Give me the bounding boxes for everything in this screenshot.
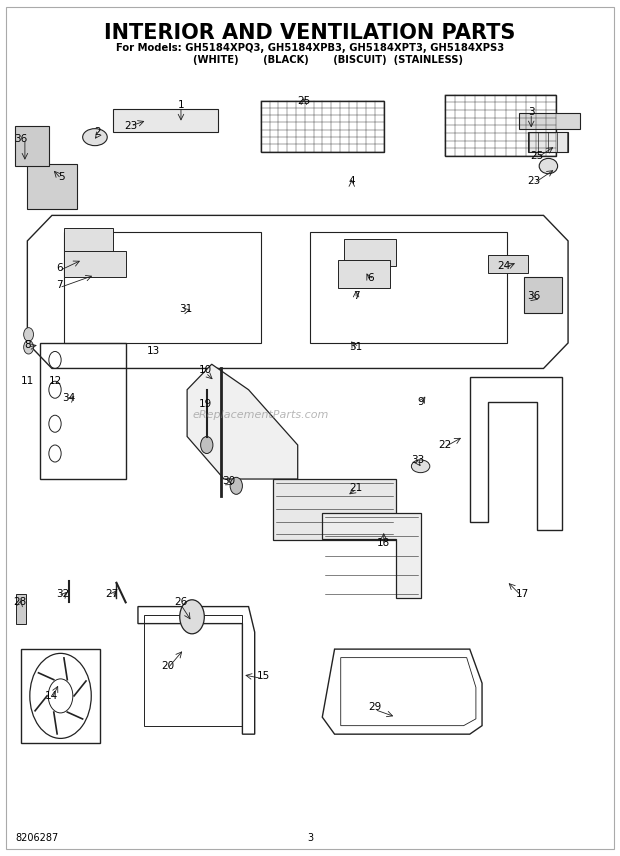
Text: 2: 2	[95, 127, 101, 137]
Text: 8206287: 8206287	[15, 833, 58, 843]
Text: eReplacementParts.com: eReplacementParts.com	[193, 410, 329, 420]
Polygon shape	[519, 113, 580, 128]
Polygon shape	[524, 276, 562, 313]
Text: 22: 22	[438, 440, 452, 450]
Text: 12: 12	[48, 377, 61, 386]
Text: 36: 36	[528, 291, 541, 301]
Text: 33: 33	[411, 455, 424, 466]
Polygon shape	[528, 132, 568, 152]
Polygon shape	[27, 164, 76, 209]
Polygon shape	[15, 126, 49, 166]
Ellipse shape	[82, 128, 107, 146]
Polygon shape	[344, 239, 396, 266]
Polygon shape	[64, 251, 126, 276]
Text: 14: 14	[45, 691, 58, 701]
Text: 32: 32	[56, 589, 69, 599]
Polygon shape	[16, 594, 26, 624]
Text: 3: 3	[307, 833, 313, 843]
Polygon shape	[322, 513, 420, 598]
Circle shape	[201, 437, 213, 454]
Text: 25: 25	[297, 96, 311, 105]
Text: 27: 27	[105, 589, 119, 599]
Text: 31: 31	[179, 304, 192, 314]
Text: 5: 5	[58, 172, 64, 182]
Polygon shape	[273, 479, 396, 540]
Text: 13: 13	[147, 347, 160, 356]
Text: (WHITE)       (BLACK)       (BISCUIT)  (STAINLESS): (WHITE) (BLACK) (BISCUIT) (STAINLESS)	[157, 55, 463, 65]
Text: 9: 9	[417, 397, 424, 407]
Text: 26: 26	[174, 597, 188, 608]
Polygon shape	[64, 229, 113, 258]
Circle shape	[230, 478, 242, 494]
Ellipse shape	[412, 460, 430, 473]
Circle shape	[24, 328, 33, 342]
Text: 10: 10	[199, 366, 212, 375]
Text: 23: 23	[124, 121, 137, 131]
Polygon shape	[338, 260, 390, 288]
Polygon shape	[187, 364, 298, 479]
Ellipse shape	[539, 158, 557, 174]
Text: 7: 7	[56, 280, 63, 290]
Text: 1: 1	[178, 100, 184, 110]
Text: 36: 36	[15, 134, 28, 144]
Text: 20: 20	[161, 661, 174, 671]
Text: 21: 21	[350, 483, 363, 492]
Text: 29: 29	[368, 702, 381, 712]
Text: 3: 3	[528, 107, 534, 116]
Text: 28: 28	[14, 597, 27, 608]
Polygon shape	[113, 109, 218, 132]
Text: 7: 7	[353, 291, 360, 301]
Text: 15: 15	[257, 671, 270, 681]
Text: 17: 17	[515, 589, 529, 599]
Text: 19: 19	[199, 399, 212, 409]
Text: 11: 11	[20, 377, 34, 386]
Text: 23: 23	[528, 176, 541, 187]
Text: 25: 25	[531, 151, 544, 161]
Text: 8: 8	[24, 340, 30, 349]
Polygon shape	[488, 255, 528, 273]
Circle shape	[24, 341, 33, 354]
Text: 30: 30	[223, 476, 236, 485]
Circle shape	[180, 600, 205, 633]
Text: 18: 18	[377, 538, 391, 548]
Text: For Models: GH5184XPQ3, GH5184XPB3, GH5184XPT3, GH5184XPS3: For Models: GH5184XPQ3, GH5184XPB3, GH51…	[116, 43, 504, 53]
Text: 4: 4	[348, 176, 355, 187]
Text: 34: 34	[63, 393, 76, 403]
Text: 6: 6	[367, 273, 373, 283]
Text: 24: 24	[497, 261, 510, 271]
Text: INTERIOR AND VENTILATION PARTS: INTERIOR AND VENTILATION PARTS	[104, 22, 516, 43]
Text: 31: 31	[350, 342, 363, 352]
Text: 6: 6	[56, 263, 63, 273]
